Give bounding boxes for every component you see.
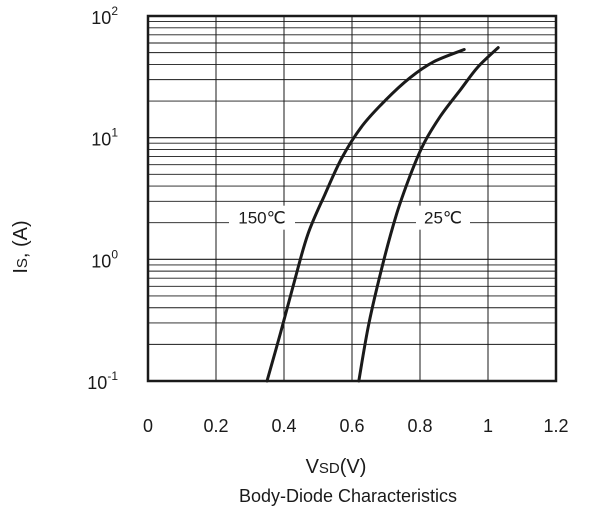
series-layer bbox=[265, 46, 500, 383]
plot-frame bbox=[146, 14, 558, 383]
x-axis-title-main: V bbox=[306, 456, 320, 478]
curve-label-bg bbox=[229, 205, 295, 230]
x-tick-label: 0 bbox=[143, 416, 153, 436]
curve-label-1: 25℃ bbox=[424, 209, 462, 228]
y-tick-label: 100 bbox=[91, 247, 118, 271]
y-tick-label: 101 bbox=[91, 126, 118, 150]
x-tick-label: 0.8 bbox=[407, 416, 432, 436]
grid bbox=[147, 16, 557, 382]
series-line-0 bbox=[265, 48, 466, 383]
y-axis-title: IS, (A) bbox=[10, 220, 32, 273]
x-tick-label: 0.4 bbox=[271, 416, 296, 436]
y-tick-label: 10-1 bbox=[87, 369, 118, 393]
y-tick-labels: 10-1 100 101 102 bbox=[87, 4, 118, 393]
x-tick-label: 0.6 bbox=[339, 416, 364, 436]
y-tick-label: 102 bbox=[91, 4, 118, 28]
series-line-1 bbox=[357, 46, 500, 383]
curve-labels: 150℃ 25℃ bbox=[229, 205, 470, 230]
x-axis-title-sub: SD bbox=[319, 460, 340, 477]
chart-title: Body-Diode Characteristics bbox=[239, 486, 457, 506]
y-axis-title-main: I bbox=[10, 268, 32, 274]
x-tick-label: 1.2 bbox=[543, 416, 568, 436]
curve-label-0: 150℃ bbox=[238, 209, 285, 228]
x-tick-label: 1 bbox=[483, 416, 493, 436]
curve-label-bg bbox=[416, 205, 470, 230]
x-tick-label: 0.2 bbox=[203, 416, 228, 436]
y-axis-title-sub: S bbox=[14, 258, 31, 268]
y-axis-title-unit: , (A) bbox=[10, 220, 32, 258]
x-axis-title-unit: (V) bbox=[340, 456, 367, 478]
x-axis-title: VSD(V) bbox=[306, 456, 367, 478]
x-tick-labels: 0 0.2 0.4 0.6 0.8 1 1.2 bbox=[143, 416, 569, 436]
